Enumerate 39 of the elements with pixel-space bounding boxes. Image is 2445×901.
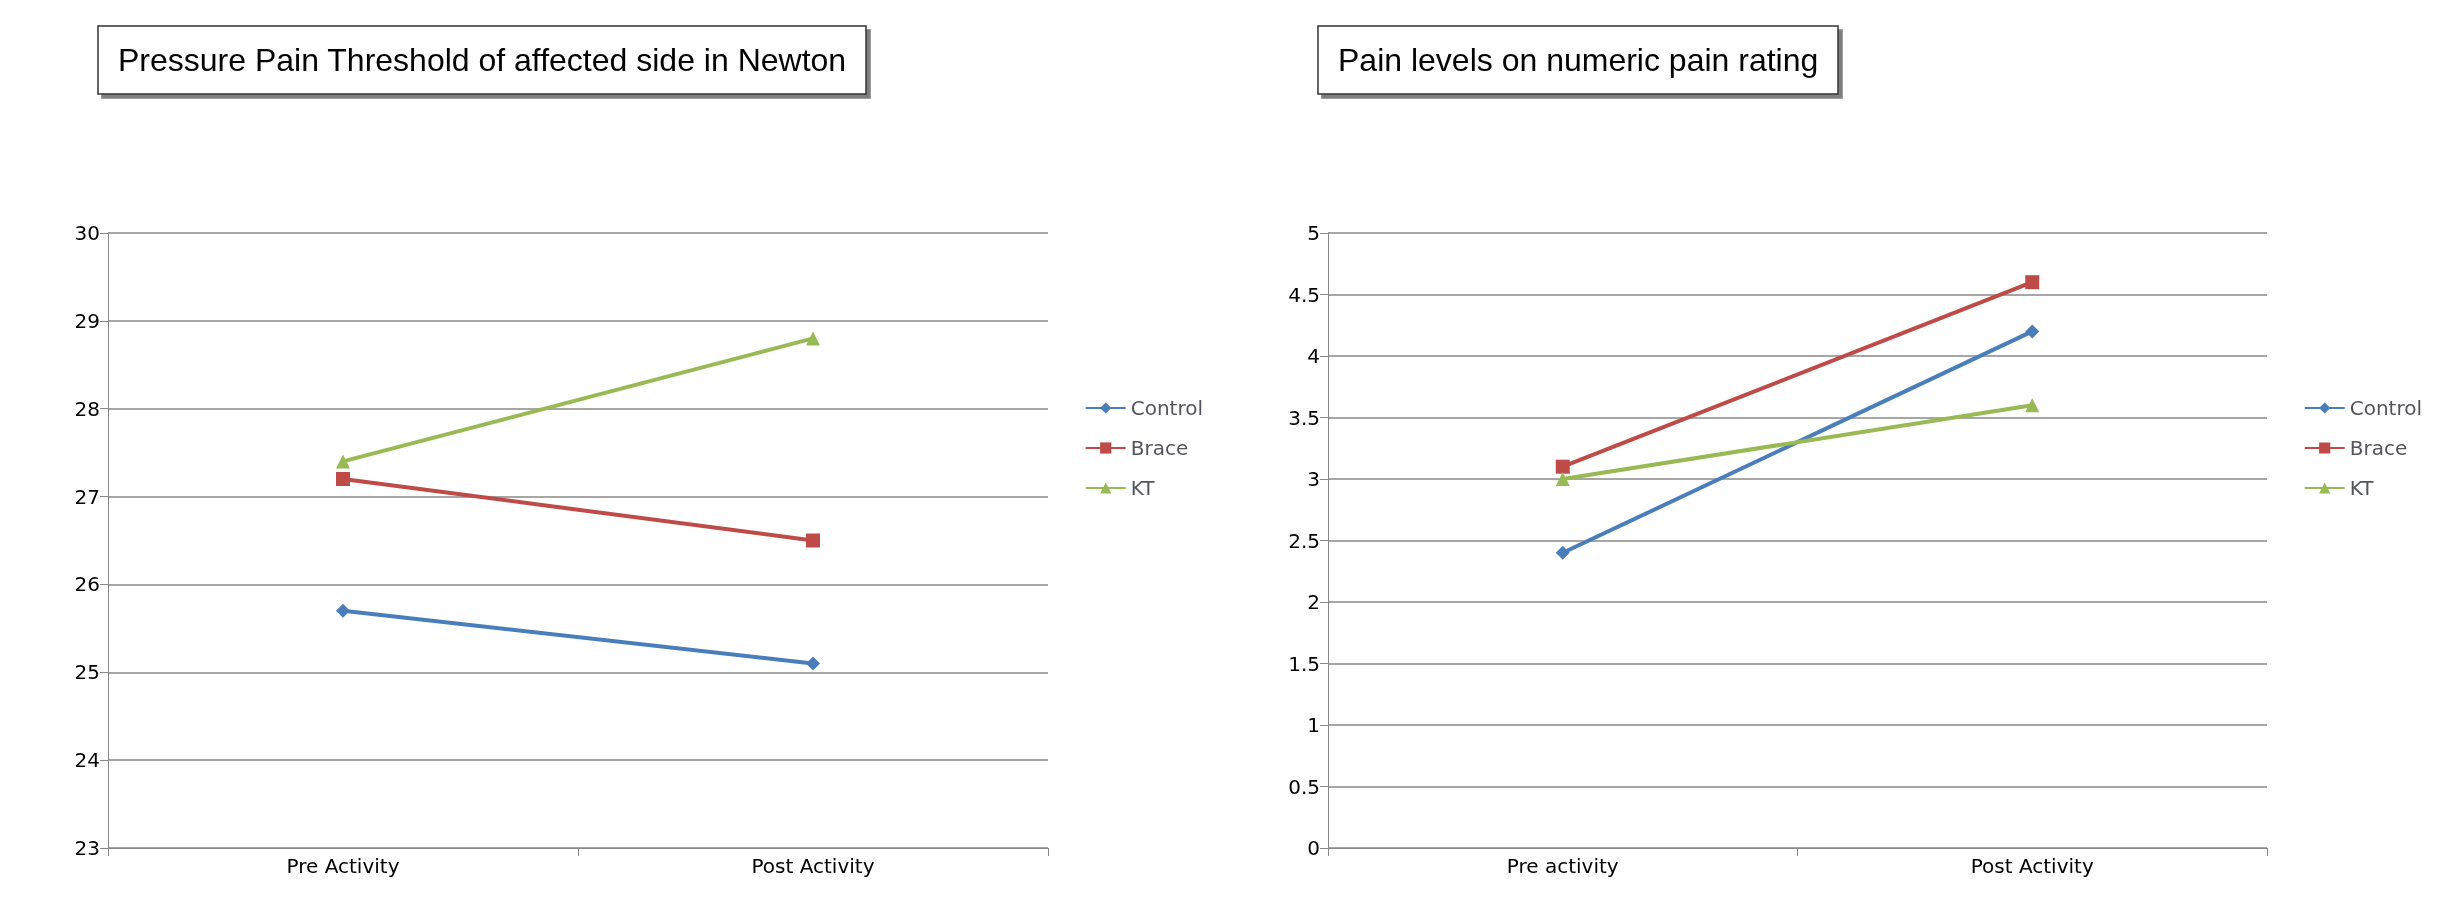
chart-title: Pain levels on numeric pain rating: [1338, 42, 1819, 78]
x-tick-label: Pre activity: [1506, 854, 1619, 878]
y-tick-label: 0: [1307, 836, 1320, 860]
y-tick-label: 5: [1307, 221, 1320, 245]
legend-label: KT: [1130, 476, 1156, 500]
legend-label: Brace: [1130, 436, 1189, 460]
y-tick-label: 1: [1307, 713, 1320, 737]
point: [2025, 275, 2040, 290]
point: [2025, 324, 2040, 339]
y-tick-label: 2: [1307, 590, 1320, 614]
legend-label: Control: [2349, 396, 2422, 420]
y-tick-label: 24: [74, 748, 100, 773]
chart-title: Pressure Pain Threshold of affected side in Newton: [118, 42, 847, 78]
y-tick-label: 0.5: [1288, 774, 1320, 799]
y-tick-label: 23: [74, 836, 100, 860]
y-tick-label: 2.5: [1288, 528, 1320, 553]
x-tick-label: Post Activity: [1970, 854, 2094, 878]
y-tick-label: 28: [74, 396, 100, 421]
y-tick-label: 25: [74, 660, 100, 685]
y-tick-label: 3.5: [1288, 405, 1320, 430]
legend-label: Brace: [2349, 436, 2408, 460]
y-tick-label: 30: [74, 221, 100, 245]
y-tick-label: 3: [1307, 467, 1320, 491]
legend-label: Control: [1130, 396, 1203, 420]
y-tick-label: 29: [74, 308, 100, 333]
x-tick-label: Pre Activity: [286, 854, 400, 878]
y-tick-label: 4.5: [1288, 282, 1320, 307]
y-tick-label: 26: [74, 572, 100, 597]
legend-label: KT: [2349, 476, 2375, 500]
y-tick-label: 1.5: [1288, 651, 1320, 676]
point: [806, 533, 820, 548]
point: [336, 603, 350, 618]
y-tick-label: 4: [1307, 344, 1320, 368]
point: [806, 656, 820, 671]
point: [336, 472, 350, 486]
x-tick-label: Post Activity: [751, 854, 875, 878]
point: [1555, 459, 1570, 474]
point: [1555, 545, 1570, 560]
y-tick-label: 27: [74, 484, 100, 509]
